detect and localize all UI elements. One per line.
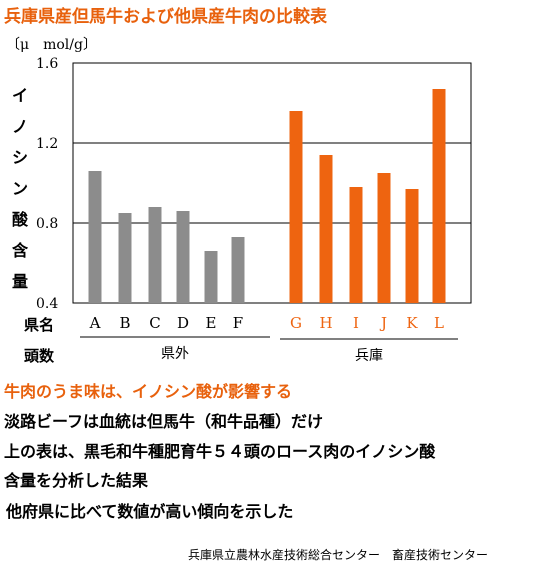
y-axis-label-char: ノ <box>11 117 28 136</box>
x-tick-label: L <box>434 314 444 332</box>
bar <box>405 189 419 303</box>
x-tick-label: D <box>177 314 189 332</box>
bar <box>88 171 102 303</box>
bar <box>231 237 245 303</box>
y-tick-label: 1.6 <box>36 56 58 72</box>
sub-heading: 牛肉のうま味は、イノシン酸が影響する <box>4 382 293 401</box>
y-axis-label-char: シ <box>11 148 28 167</box>
bar <box>118 213 132 303</box>
y-axis-label-char: 酸 <box>11 210 28 229</box>
x-tick-label: A <box>89 314 101 332</box>
y-axis-label-char: 含 <box>11 241 28 260</box>
bar <box>204 251 218 303</box>
x-tick-label: C <box>149 314 160 332</box>
source-footer: 兵庫県立農林水産技術総合センター 畜産技術センター <box>188 548 489 562</box>
y-tick-label: 0.4 <box>36 296 58 312</box>
bar <box>289 111 303 303</box>
x-tick-label: B <box>119 314 130 332</box>
bar <box>176 211 190 303</box>
x-tick-label: F <box>233 314 243 332</box>
bar <box>319 155 333 303</box>
x-tick-label: G <box>290 314 302 332</box>
bar <box>148 207 162 303</box>
y-tick-label: 0.8 <box>36 216 58 232</box>
group-label-hyogo: 兵庫 <box>355 348 383 364</box>
bar <box>377 173 391 303</box>
y-axis-label-char: 量 <box>11 272 28 291</box>
description-line-3: 含量を分析した結果 <box>4 471 149 490</box>
description-line-4: 他府県に比べて数値が高い傾向を示した <box>6 502 294 521</box>
bar <box>349 187 363 303</box>
row-label-count: 頭数 <box>24 347 55 365</box>
x-tick-label: E <box>206 314 217 332</box>
bar <box>432 89 446 303</box>
plot-frame <box>72 62 472 304</box>
chart-title: 兵庫県産但馬牛および他県産牛肉の比較表 <box>4 7 327 27</box>
row-label-prefecture: 県名 <box>24 316 55 334</box>
y-axis-label-char: イ <box>11 86 28 105</box>
bar-chart: 0.4 0.8 1.2 1.6 A B C D E F G H I J K L <box>36 56 472 340</box>
y-axis-label-char: ン <box>11 179 28 198</box>
y-axis-unit: 〔μ mol/g〕 <box>6 37 97 53</box>
description-line-2: 上の表は、黒毛和牛種肥育牛５４頭のロース肉のイノシン酸 <box>4 442 436 461</box>
y-tick-label: 1.2 <box>36 136 58 152</box>
x-tick-label: K <box>406 314 418 332</box>
description-line-1: 淡路ビーフは血統は但馬牛（和牛品種）だけ <box>4 412 324 431</box>
y-axis-label: イ ノ シ ン 酸 含 量 <box>10 80 30 297</box>
group-label-outside: 県外 <box>161 346 189 362</box>
x-tick-label: J <box>379 314 387 332</box>
x-tick-label: I <box>353 314 359 332</box>
x-tick-label: H <box>319 314 332 332</box>
